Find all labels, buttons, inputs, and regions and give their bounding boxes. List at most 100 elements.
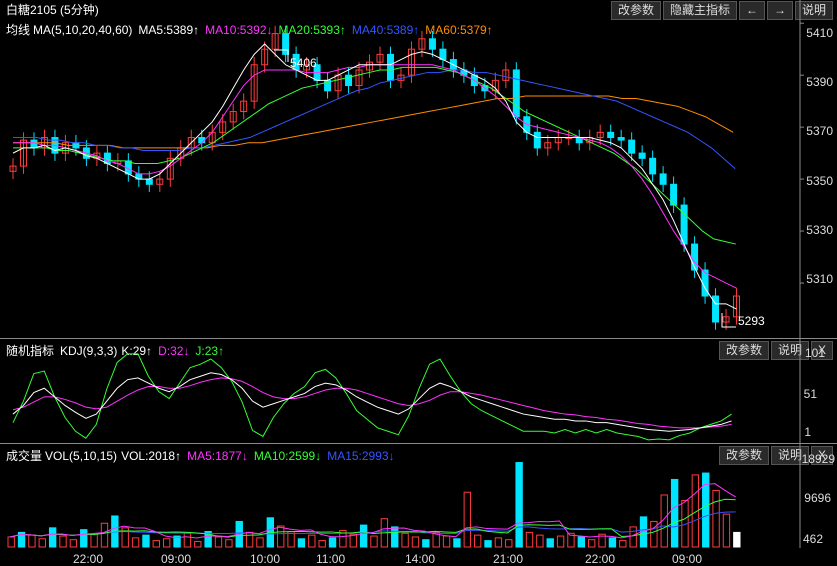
candle-body — [386, 53, 394, 81]
candle-body — [418, 38, 426, 50]
ma10-value: MA10:5392↓ — [205, 23, 273, 37]
candle-body — [428, 38, 436, 50]
candle-body — [240, 100, 248, 113]
candle-body — [722, 316, 730, 323]
volume-bar — [90, 533, 98, 548]
candlestick-chart[interactable] — [0, 0, 837, 338]
arrow-right-icon[interactable]: → — [766, 1, 793, 20]
kdj-close-icon[interactable]: X — [810, 341, 833, 360]
kdj-tick-101: 101 — [804, 346, 825, 360]
volume-bar — [567, 532, 575, 548]
candle-body — [533, 131, 541, 149]
volume-bar — [494, 537, 503, 548]
volume-bar — [173, 535, 181, 548]
volume-bar — [245, 531, 254, 548]
volume-bar — [722, 513, 731, 548]
candle-body — [544, 142, 552, 149]
main-title-bar: 白糖2105 (5分钟) — [6, 1, 105, 18]
ma20-value: MA20:5393↑ — [278, 23, 346, 37]
volume-chart[interactable] — [0, 444, 837, 548]
candle-body — [166, 157, 174, 180]
volume-bar — [453, 538, 461, 548]
ma60-line — [13, 95, 734, 149]
candle-body — [366, 61, 374, 71]
volume-bar — [733, 531, 741, 548]
low-marker — [721, 313, 736, 328]
volume-bar — [142, 534, 150, 548]
ma20-line — [13, 66, 736, 245]
contract-title: 白糖2105 (5分钟) — [6, 3, 99, 17]
ma5-value: MA5:5389↑ — [138, 23, 200, 37]
volume-bar — [28, 534, 36, 548]
volume-bar — [48, 527, 57, 548]
pane-divider[interactable] — [0, 338, 837, 339]
vol-ma15-value: MA15:2993↓ — [327, 449, 395, 463]
volume-bar — [308, 534, 316, 548]
volume-bar — [422, 539, 430, 548]
vol-tick-mid: 9696 — [804, 491, 831, 505]
volume-bar — [318, 540, 326, 548]
candle-body — [512, 69, 520, 118]
volume-bar — [432, 531, 440, 548]
pane-divider[interactable] — [0, 443, 837, 444]
volume-bar — [702, 472, 710, 548]
volume-bar — [7, 536, 15, 548]
candle-body — [219, 121, 227, 133]
x-label: 22:00 — [73, 552, 104, 566]
vol-name: 成交量 — [6, 449, 43, 463]
candle-body — [649, 157, 657, 175]
x-label: 09:00 — [161, 552, 192, 566]
vol-toolbar: 改参数 说明 X — [718, 446, 833, 465]
vol-ma10-value: MA10:2599↓ — [253, 449, 322, 463]
x-label: 11:00 — [316, 552, 346, 566]
ma5-line — [12, 43, 737, 310]
candle-body — [355, 69, 363, 87]
y-tick-5350: 5350 — [806, 174, 833, 188]
arrow-left-icon[interactable]: ← — [738, 1, 765, 20]
high-marker — [274, 49, 289, 62]
candle-body — [30, 139, 38, 149]
volume-bar — [712, 489, 720, 548]
kdj-k-line — [12, 372, 732, 432]
volume-bar — [588, 539, 596, 548]
volume-bar — [515, 462, 523, 548]
y-tick-5370: 5370 — [806, 124, 833, 138]
main-chart-pane: 白糖2105 (5分钟) 均线 MA(5,10,20,40,60) MA5:5389… — [0, 0, 837, 338]
volume-bar — [681, 499, 689, 548]
vol-value: VOL:2018↑ — [121, 449, 182, 463]
kdj-help-button[interactable]: 说明 — [770, 341, 809, 360]
volume-bar — [121, 527, 129, 548]
ma-params: MA(5,10,20,40,60) — [33, 23, 133, 37]
kdj-edit-params-button[interactable]: 改参数 — [718, 341, 769, 360]
vol-edit-params-button[interactable]: 改参数 — [718, 446, 769, 465]
candle-body — [282, 33, 290, 55]
ma40-line — [13, 69, 736, 170]
kdj-name: 随机指标 — [6, 344, 55, 358]
kdj-tick-51: 51 — [803, 387, 817, 401]
volume-bar — [670, 478, 679, 548]
kdj-chart[interactable] — [0, 339, 837, 443]
vol-ma5-line — [9, 483, 736, 539]
vol-close-icon[interactable]: X — [810, 446, 833, 465]
kdj-d-value: D:32↓ — [158, 344, 190, 358]
y-tick-5390: 5390 — [806, 75, 833, 89]
edit-params-button[interactable]: 改参数 — [610, 1, 661, 20]
vol-legend: 成交量 VOL(5,10,15) VOL:2018↑ MA5:1877↓ MA10:25… — [6, 447, 401, 464]
candle-body — [271, 33, 279, 50]
low-price-label: 5293 — [738, 314, 765, 328]
hide-main-indicator-button[interactable]: 隐藏主指标 — [662, 1, 737, 20]
volume-bar — [691, 474, 700, 548]
volume-bar — [650, 520, 658, 548]
volume-bar — [463, 491, 471, 548]
kdj-k-value: K:29↑ — [121, 344, 153, 358]
volume-bar — [505, 539, 513, 548]
help-button[interactable]: 说明 — [794, 1, 833, 20]
vol-ma5-value: MA5:1877↓ — [187, 449, 248, 463]
candle-body — [61, 142, 69, 154]
candle-body — [691, 243, 699, 271]
vol-ma10-line — [9, 498, 736, 538]
kdj-params: KDJ(9,3,3) — [60, 344, 118, 358]
volume-bar — [391, 526, 399, 548]
vol-help-button[interactable]: 说明 — [770, 446, 809, 465]
candle-body — [712, 295, 720, 323]
